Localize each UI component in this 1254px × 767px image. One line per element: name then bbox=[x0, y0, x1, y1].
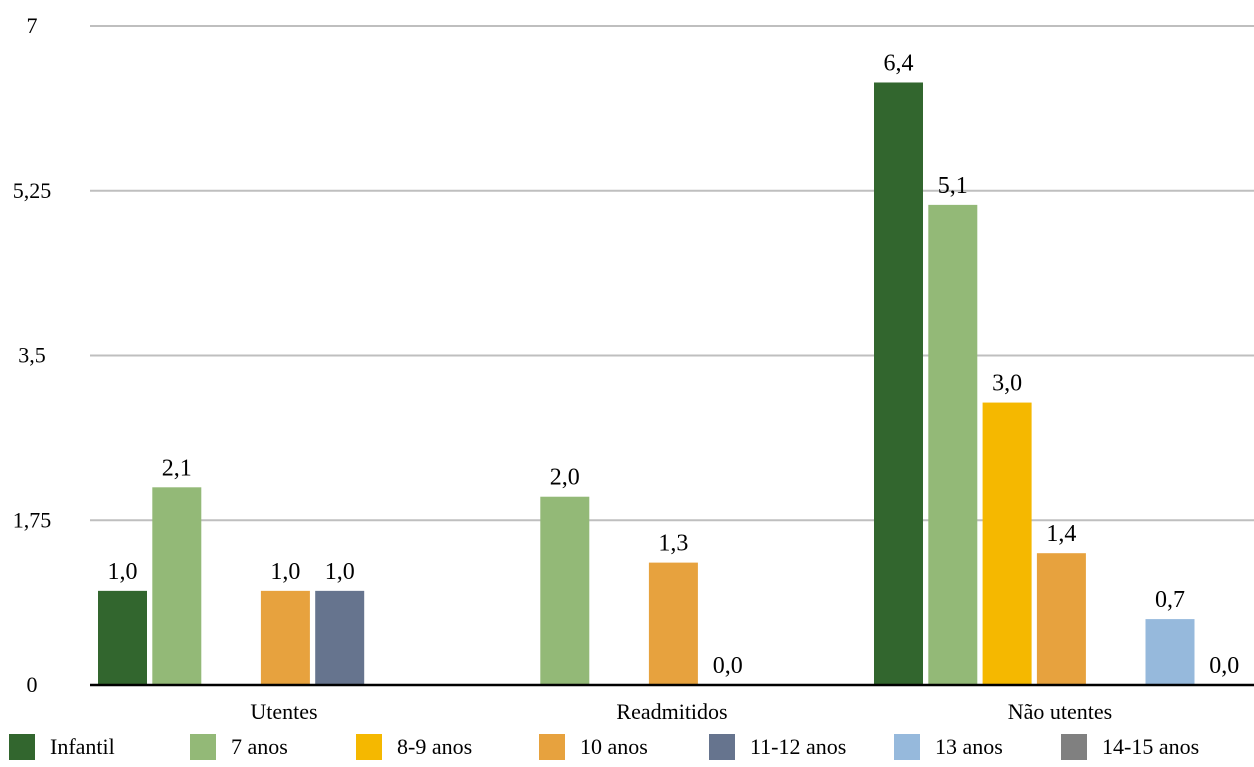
y-tick-label: 5,25 bbox=[13, 178, 52, 203]
legend-item: 14-15 anos bbox=[1061, 732, 1199, 762]
data-label: 0,7 bbox=[1155, 587, 1185, 613]
bar bbox=[1036, 553, 1086, 685]
legend-swatch bbox=[894, 734, 920, 760]
y-tick-label: 0 bbox=[27, 672, 38, 697]
data-label: 1,0 bbox=[325, 559, 355, 585]
data-label: 2,0 bbox=[550, 465, 580, 491]
gridlines bbox=[90, 25, 1254, 522]
data-label: 1,0 bbox=[270, 559, 300, 585]
bars bbox=[98, 82, 1195, 685]
y-tick-label: 1,75 bbox=[13, 507, 52, 532]
legend-swatch bbox=[539, 734, 565, 760]
y-tick-label: 3,5 bbox=[18, 343, 46, 368]
legend-swatch bbox=[190, 734, 216, 760]
legend-item: 13 anos bbox=[894, 732, 1003, 762]
data-label: 6,4 bbox=[884, 50, 914, 76]
x-tick-label: Utentes bbox=[250, 699, 317, 724]
legend-swatch bbox=[709, 734, 735, 760]
x-tick-label: Readmitidos bbox=[616, 699, 727, 724]
data-label: 1,0 bbox=[108, 559, 138, 585]
bar bbox=[928, 204, 978, 685]
data-label: 0,0 bbox=[1209, 653, 1239, 679]
bar-chart: 01,753,55,257 1,06,42,1 2,05,13,01,01,3 1,… bbox=[13, 13, 1254, 724]
data-label: 3,0 bbox=[992, 371, 1022, 397]
data-label: 1,3 bbox=[658, 531, 688, 557]
legend-item: Infantil bbox=[9, 732, 115, 762]
legend-label: 8-9 anos bbox=[397, 734, 473, 759]
x-tick-label: Não utentes bbox=[1008, 699, 1112, 724]
bar bbox=[260, 590, 310, 685]
legend-swatch bbox=[356, 734, 382, 760]
legend-label: 7 anos bbox=[231, 734, 288, 759]
bar bbox=[982, 402, 1032, 685]
bar bbox=[152, 487, 202, 685]
legend-label: Infantil bbox=[50, 734, 115, 759]
y-tick-label: 7 bbox=[27, 13, 38, 38]
data-label: 2,1 bbox=[162, 455, 192, 481]
data-label: 1,4 bbox=[1046, 521, 1076, 547]
legend-item: 11-12 anos bbox=[709, 732, 846, 762]
bar bbox=[540, 496, 590, 685]
legend-item: 10 anos bbox=[539, 732, 648, 762]
chart-legend: Infantil 7 anos 8-9 anos 10 anos 11-12 anos 1… bbox=[0, 732, 1254, 767]
legend-item: 7 anos bbox=[190, 732, 288, 762]
data-label: 0,0 bbox=[713, 653, 743, 679]
bar bbox=[315, 590, 365, 685]
legend-label: 13 anos bbox=[935, 734, 1003, 759]
data-labels: 1,0 6,4 2,1 2,0 5,1 3,0 1,0 1,3 1,4 1,0 0,0 0,7 0,0 bbox=[108, 50, 1240, 679]
bar bbox=[874, 82, 923, 685]
legend-swatch bbox=[1061, 734, 1087, 760]
data-label: 5,1 bbox=[938, 173, 968, 199]
bar bbox=[98, 590, 147, 685]
legend-label: 11-12 anos bbox=[750, 734, 847, 759]
x-axis: Utentes Readmitidos Não utentes bbox=[90, 683, 1254, 724]
legend-item: 8-9 anos bbox=[356, 732, 472, 762]
bar bbox=[648, 562, 698, 685]
y-axis-tick-labels: 0 1,75 3,5 5,25 7 bbox=[13, 13, 52, 697]
legend-label: 14-15 anos bbox=[1102, 734, 1200, 759]
legend-swatch bbox=[9, 734, 35, 760]
legend-label: 10 anos bbox=[580, 734, 648, 759]
bar bbox=[1145, 619, 1195, 685]
